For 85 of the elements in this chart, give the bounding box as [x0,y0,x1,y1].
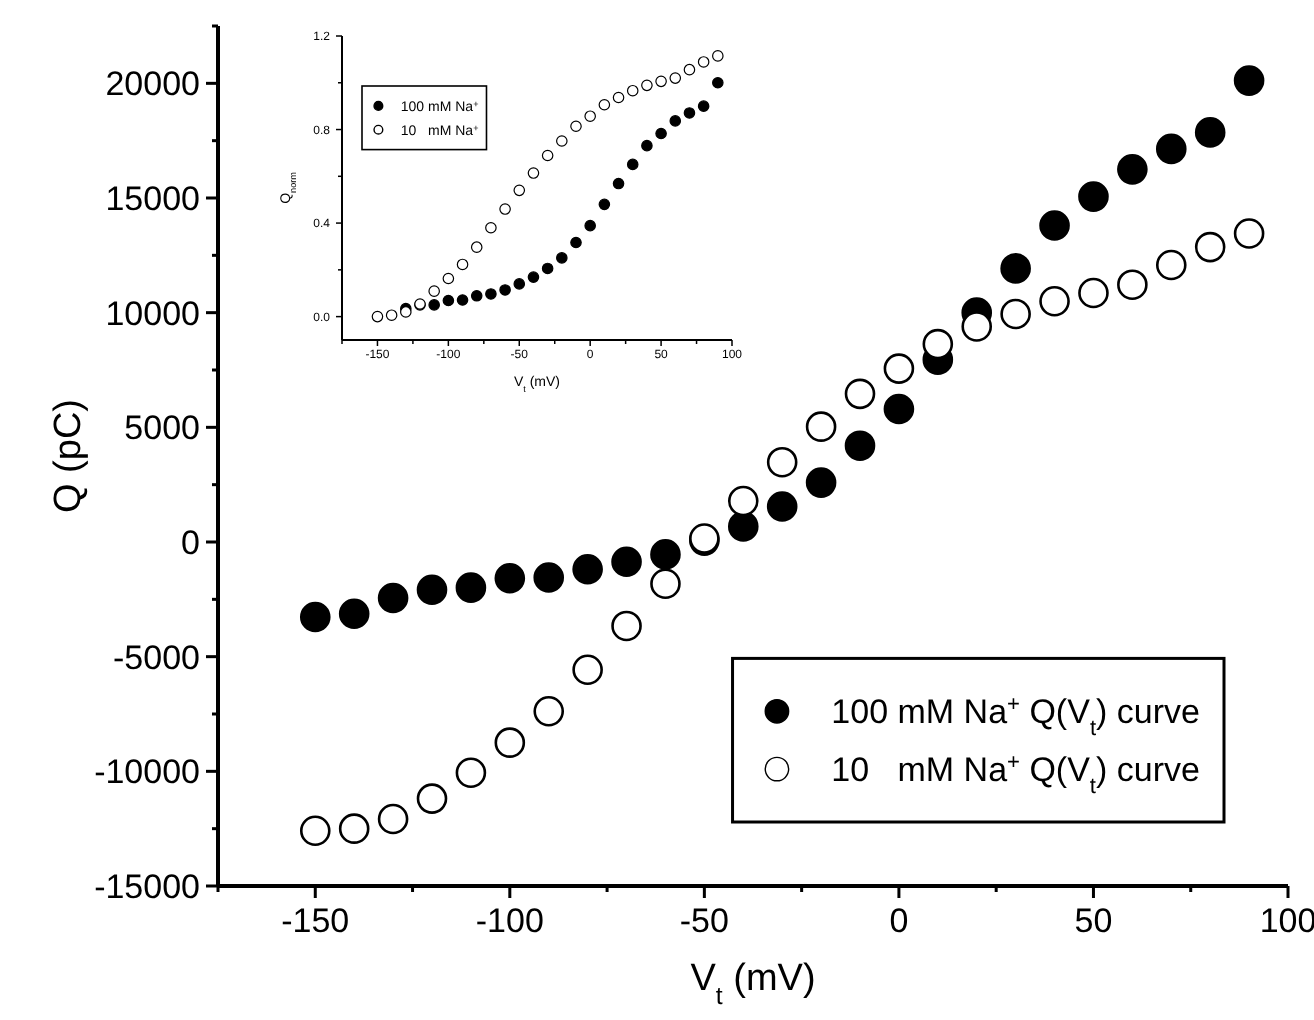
point [626,158,639,171]
point [805,467,837,498]
point [650,539,681,570]
y-tick-label: 20000 [105,65,200,104]
point [844,430,876,461]
x-tick-label: 50 [1074,902,1113,940]
x-tick-label: -100 [475,902,544,940]
point [377,582,409,614]
point [697,100,710,112]
point [570,236,582,249]
point [961,311,993,342]
y-tick-label: 10000 [105,294,200,333]
point [1233,65,1265,96]
point [641,139,653,152]
point [612,91,625,104]
point [727,511,759,542]
point [1039,210,1070,241]
point [697,56,710,68]
point [883,393,915,425]
point [371,310,384,323]
point [527,167,540,179]
point [541,262,554,275]
point [556,252,568,264]
point [712,76,724,89]
point [712,50,724,62]
point [527,271,540,283]
point [655,75,667,88]
point [385,309,398,321]
point [1117,154,1148,185]
point [442,294,455,307]
x-tick-label: 0 [889,902,909,940]
point [533,562,565,593]
x-tick-label: -50 [679,902,729,940]
point [428,285,440,297]
point [598,198,611,211]
point [455,572,487,603]
point [598,98,611,111]
y-tick-label: -15000 [94,867,200,906]
point [470,290,483,302]
point [456,294,469,306]
point [669,72,682,84]
point [683,63,696,76]
point [513,278,526,290]
point [1078,181,1109,212]
point [416,574,448,605]
point [299,601,331,633]
point [612,177,625,190]
point [485,288,497,300]
point [1000,253,1031,284]
point [655,127,667,140]
point [470,241,483,253]
point [584,110,596,122]
point [572,554,603,585]
point [556,135,568,147]
y-tick-label: 0 [181,523,200,562]
point [485,221,497,234]
x-axis-title: V$_{t}$ (mV) [690,958,816,1010]
point [1155,133,1187,165]
point [1194,117,1226,148]
point [499,203,511,215]
point [584,219,596,232]
point [641,79,653,92]
point [428,299,440,311]
y-tick-label: 5000 [124,409,200,448]
y-tick-label: -10000 [94,753,200,792]
point [626,84,639,97]
x-tick-label: -150 [281,902,350,940]
y-axis-title: Q (pC) [48,399,90,513]
y-tick-label: 15000 [105,179,200,218]
point [338,598,370,630]
point [922,328,954,360]
point [766,491,798,522]
y-tick-label: -5000 [113,638,200,677]
point [513,184,526,197]
legend-label: 10 mM Na$^{+}$ Q(V$_{t}$) curve [831,751,1200,799]
point [442,272,455,285]
point [669,115,682,127]
point [456,258,469,271]
point [494,562,526,594]
point [611,546,642,577]
legend-label: 100 mM Na$^{+}$ Q(V$_{t}$) curve [831,693,1200,742]
point [541,149,554,162]
point [570,120,582,133]
point [499,284,511,296]
point [683,107,696,119]
